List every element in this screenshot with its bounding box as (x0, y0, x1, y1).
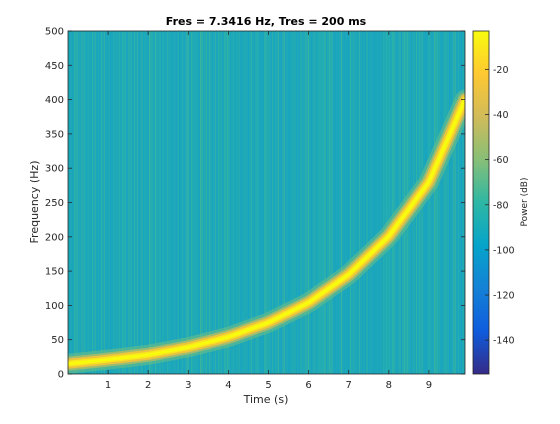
x-tick-label: 3 (185, 380, 191, 391)
y-tick-label: 500 (45, 27, 64, 38)
y-axis-label: Frequency (Hz) (28, 161, 41, 244)
y-axis: 0 50 100 150 200 250 300 350 400 450 500 (45, 27, 465, 381)
y-tick-label: 400 (45, 95, 64, 106)
x-tick-label: 4 (225, 380, 231, 391)
chirp-ridge (68, 89, 465, 374)
x-tick-label: 2 (145, 380, 151, 391)
chart-title: Fres = 7.3416 Hz, Tres = 200 ms (166, 15, 367, 28)
colorbar-tick-label: -20 (493, 65, 509, 76)
x-axis-label: Time (s) (243, 393, 289, 406)
y-tick-label: 150 (45, 267, 64, 278)
colorbar-label: Power (dB) (520, 178, 530, 227)
y-tick-label: 0 (58, 370, 64, 381)
noise-texture (68, 31, 465, 374)
colorbar-tick-label: -80 (493, 200, 509, 211)
y-tick-label: 450 (45, 61, 64, 72)
x-tick-label: 7 (346, 380, 352, 391)
colorbar (472, 30, 490, 375)
colorbar-tick-label: -40 (493, 110, 509, 121)
colorbar-axis: -20 -40 -60 -80 -100 -120 -140 (485, 65, 515, 347)
colorbar-tick-label: -60 (493, 155, 509, 166)
y-tick-label: 200 (45, 232, 64, 243)
colorbar-tick-label: -120 (493, 291, 515, 302)
y-tick-label: 50 (51, 335, 64, 346)
x-tick-label: 9 (426, 380, 432, 391)
colorbar-tick-label: -100 (493, 245, 515, 256)
y-tick-label: 350 (45, 129, 64, 140)
x-tick-label: 6 (305, 380, 311, 391)
x-axis: 1 2 3 4 5 6 7 8 9 (105, 31, 432, 391)
y-tick-label: 100 (45, 301, 64, 312)
spectrogram-plot-area (68, 31, 465, 374)
x-tick-label: 8 (386, 380, 392, 391)
ridge-band-4 (68, 98, 465, 366)
x-tick-label: 5 (265, 380, 271, 391)
y-tick-label: 250 (45, 198, 64, 209)
x-tick-label: 1 (105, 380, 111, 391)
colorbar-tick-label: -140 (493, 336, 515, 347)
y-tick-label: 300 (45, 164, 64, 175)
